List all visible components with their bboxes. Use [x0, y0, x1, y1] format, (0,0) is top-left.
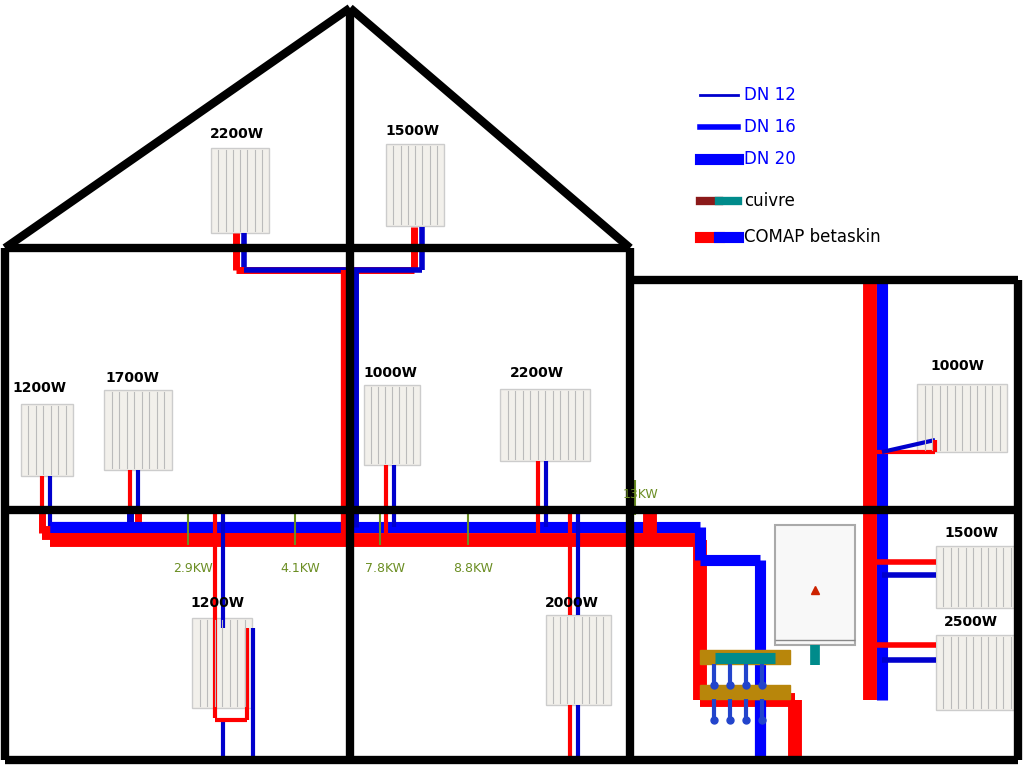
- Bar: [700, 685, 790, 699]
- Bar: [936, 546, 1018, 608]
- Bar: [211, 147, 269, 233]
- Bar: [364, 385, 420, 465]
- Bar: [546, 615, 610, 705]
- Text: 13KW: 13KW: [623, 488, 658, 501]
- Text: 2.9KW: 2.9KW: [173, 562, 213, 575]
- Bar: [104, 390, 172, 470]
- Text: 1500W: 1500W: [385, 124, 439, 138]
- Text: 2500W: 2500W: [944, 615, 998, 629]
- Text: 8.8KW: 8.8KW: [453, 562, 493, 575]
- Bar: [500, 389, 590, 461]
- Text: 2200W: 2200W: [210, 127, 264, 141]
- Text: 1700W: 1700W: [105, 371, 159, 385]
- Bar: [386, 144, 444, 226]
- Text: 1000W: 1000W: [362, 366, 417, 380]
- Text: 1200W: 1200W: [190, 596, 244, 610]
- Bar: [193, 618, 252, 708]
- Bar: [936, 634, 1018, 710]
- Bar: [775, 525, 855, 645]
- Text: DN 20: DN 20: [744, 150, 796, 168]
- Text: 4.1KW: 4.1KW: [280, 562, 319, 575]
- Text: 7.8KW: 7.8KW: [365, 562, 406, 575]
- Text: 1200W: 1200W: [12, 381, 66, 395]
- Text: 1000W: 1000W: [930, 359, 984, 373]
- Text: cuivre: cuivre: [744, 192, 795, 210]
- Text: 2200W: 2200W: [510, 366, 564, 380]
- Bar: [700, 650, 790, 664]
- Text: DN 16: DN 16: [744, 118, 796, 136]
- Text: 1500W: 1500W: [944, 526, 998, 540]
- Text: DN 12: DN 12: [744, 86, 796, 104]
- Bar: [22, 404, 73, 476]
- Text: COMAP betaskin: COMAP betaskin: [744, 228, 881, 246]
- Bar: [918, 384, 1007, 452]
- Text: 2000W: 2000W: [545, 596, 599, 610]
